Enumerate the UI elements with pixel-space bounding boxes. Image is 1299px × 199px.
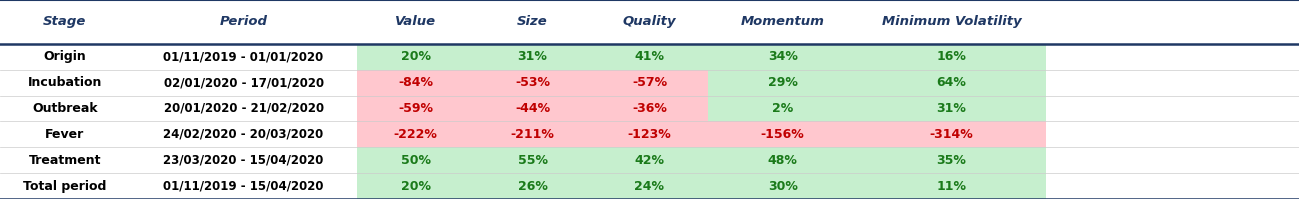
Bar [130,0,357,44]
Text: 20/01/2020 - 21/02/2020: 20/01/2020 - 21/02/2020 [164,102,323,115]
Bar [130,70,357,96]
Text: Treatment: Treatment [29,154,101,167]
Bar [708,96,857,121]
Bar [857,44,1046,70]
Bar [857,147,1046,173]
Bar [708,121,857,147]
Text: Momentum: Momentum [740,15,825,28]
Text: -84%: -84% [399,76,433,89]
Text: 42%: 42% [634,154,665,167]
Text: 55%: 55% [517,154,548,167]
Bar [357,44,474,70]
Bar [474,44,591,70]
Bar [708,70,857,96]
Bar [474,147,591,173]
Text: 50%: 50% [400,154,431,167]
Text: 41%: 41% [634,50,665,63]
Text: 64%: 64% [937,76,966,89]
Text: 34%: 34% [768,50,798,63]
Text: -156%: -156% [761,128,804,141]
Text: 24%: 24% [634,179,665,193]
Text: 20%: 20% [400,179,431,193]
Bar [591,96,708,121]
Bar [708,44,857,70]
Text: Value: Value [395,15,436,28]
Bar [591,44,708,70]
Text: Size: Size [517,15,548,28]
Bar [357,121,474,147]
Bar [591,0,708,44]
Text: -123%: -123% [627,128,672,141]
Text: 26%: 26% [518,179,547,193]
Bar [474,121,591,147]
Text: -314%: -314% [930,128,973,141]
Bar [130,96,357,121]
Text: Period: Period [220,15,268,28]
Text: 01/11/2019 - 01/01/2020: 01/11/2019 - 01/01/2020 [164,50,323,63]
Bar [708,173,857,199]
Text: 20%: 20% [400,50,431,63]
Text: 30%: 30% [768,179,798,193]
Text: 02/01/2020 - 17/01/2020: 02/01/2020 - 17/01/2020 [164,76,323,89]
Bar [591,121,708,147]
Bar [357,96,474,121]
Bar [591,147,708,173]
Text: Outbreak: Outbreak [32,102,97,115]
Bar [0,44,130,70]
Bar [130,147,357,173]
Bar [474,96,591,121]
Text: 11%: 11% [937,179,966,193]
Text: Origin: Origin [44,50,86,63]
Text: -57%: -57% [631,76,668,89]
Bar [708,147,857,173]
Bar [130,121,357,147]
Bar [857,121,1046,147]
Bar [857,96,1046,121]
Text: Stage: Stage [43,15,87,28]
Bar [357,0,474,44]
Text: -59%: -59% [399,102,433,115]
Text: -211%: -211% [511,128,555,141]
Bar [130,173,357,199]
Text: 24/02/2020 - 20/03/2020: 24/02/2020 - 20/03/2020 [164,128,323,141]
Text: -44%: -44% [514,102,551,115]
Text: Quality: Quality [622,15,677,28]
Text: 48%: 48% [768,154,798,167]
Bar [591,173,708,199]
Bar [0,96,130,121]
Bar [708,0,857,44]
Text: 16%: 16% [937,50,966,63]
Bar [474,173,591,199]
Text: 2%: 2% [772,102,794,115]
Bar [591,70,708,96]
Bar [474,70,591,96]
Bar [357,70,474,96]
Text: -36%: -36% [633,102,666,115]
Bar [130,44,357,70]
Text: Incubation: Incubation [27,76,103,89]
Bar [0,70,130,96]
Bar [357,147,474,173]
Bar [0,147,130,173]
Bar [0,121,130,147]
Text: Fever: Fever [45,128,84,141]
Text: Total period: Total period [23,179,107,193]
Bar [357,173,474,199]
Text: -53%: -53% [516,76,549,89]
Bar [0,173,130,199]
Bar [857,70,1046,96]
Text: 31%: 31% [518,50,547,63]
Bar [474,0,591,44]
Bar [0,0,130,44]
Text: Minimum Volatility: Minimum Volatility [882,15,1021,28]
Text: 31%: 31% [937,102,966,115]
Bar [857,0,1046,44]
Text: -222%: -222% [394,128,438,141]
Text: 01/11/2019 - 15/04/2020: 01/11/2019 - 15/04/2020 [164,179,323,193]
Text: 29%: 29% [768,76,798,89]
Text: 35%: 35% [937,154,966,167]
Text: 23/03/2020 - 15/04/2020: 23/03/2020 - 15/04/2020 [164,154,323,167]
Bar [857,173,1046,199]
